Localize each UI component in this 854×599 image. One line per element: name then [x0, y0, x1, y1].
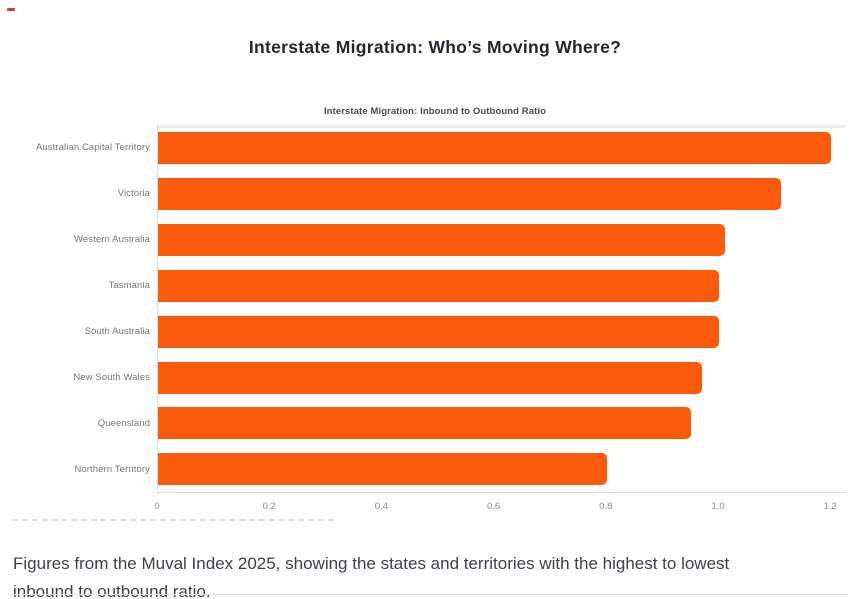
category-label-south-australia: South Australia: [84, 326, 150, 338]
x-tick-1.2: 1.2: [823, 501, 837, 512]
x-tick-0.6: 0.6: [486, 501, 501, 512]
figure-caption-line-1: Figures from the Muval Index 2025, showi…: [13, 554, 730, 573]
bar-western-australia: [158, 223, 725, 256]
bar-victoria: [158, 177, 781, 210]
y-axis-line: [157, 125, 158, 492]
x-tick-0.4: 0.4: [374, 501, 388, 512]
bar-australian-capital-territory: [158, 132, 832, 164]
x-tick-1.0: 1.0: [711, 501, 725, 512]
chart-title: Interstate Migration: Inbound to Outboun…: [323, 106, 547, 117]
figure-caption-line-2: inbound to outbound ratio.: [13, 582, 211, 599]
category-label-victoria: Victoria: [117, 188, 150, 200]
bar-queensland: [158, 407, 691, 440]
category-label-new-south-wales: New South Wales: [73, 371, 150, 383]
bottom-divider: [8, 594, 848, 595]
bar-new-south-wales: [158, 361, 703, 394]
page-title: Interstate Migration: Who’s Moving Where…: [248, 37, 622, 57]
category-label-western-australia: Western Australia: [74, 234, 150, 246]
x-axis-line: [157, 492, 846, 493]
category-label-tasmania: Tasmania: [108, 280, 150, 292]
bar-south-australia: [158, 315, 719, 348]
corner-mark: [7, 8, 15, 11]
figure-caption: Figures from the Muval Index 2025, showi…: [13, 550, 849, 599]
x-tick-0: 0: [154, 501, 160, 512]
category-label-northern-territory: Northern Territory: [74, 463, 150, 475]
category-label-australian-capital-territory: Australian Capital Territory: [35, 142, 150, 154]
plot-top-border: [157, 125, 846, 128]
bar-northern-territory: [158, 453, 607, 486]
bar-tasmania: [158, 269, 719, 302]
category-label-queensland: Queensland: [97, 417, 150, 429]
x-tick-0.8: 0.8: [599, 501, 613, 512]
x-tick-0.2: 0.2: [262, 501, 276, 512]
faded-placeholder-line: [12, 519, 334, 521]
